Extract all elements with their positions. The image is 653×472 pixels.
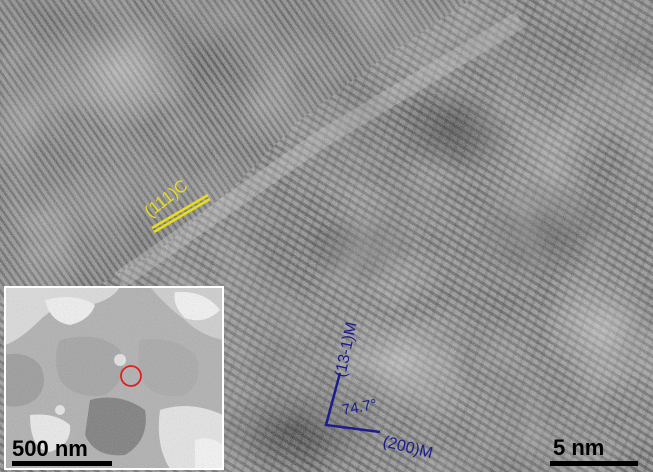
angle-label: 74.7° (341, 396, 379, 419)
scale-bar-inset (12, 461, 112, 466)
inset-overview: 500 nm (4, 286, 224, 470)
scale-bar-main-label: 5 nm (553, 435, 604, 460)
scale-bar-inset-label: 500 nm (12, 436, 88, 461)
inset-region-marker (120, 365, 142, 387)
scale-bar-main: 5 nm (550, 435, 638, 466)
